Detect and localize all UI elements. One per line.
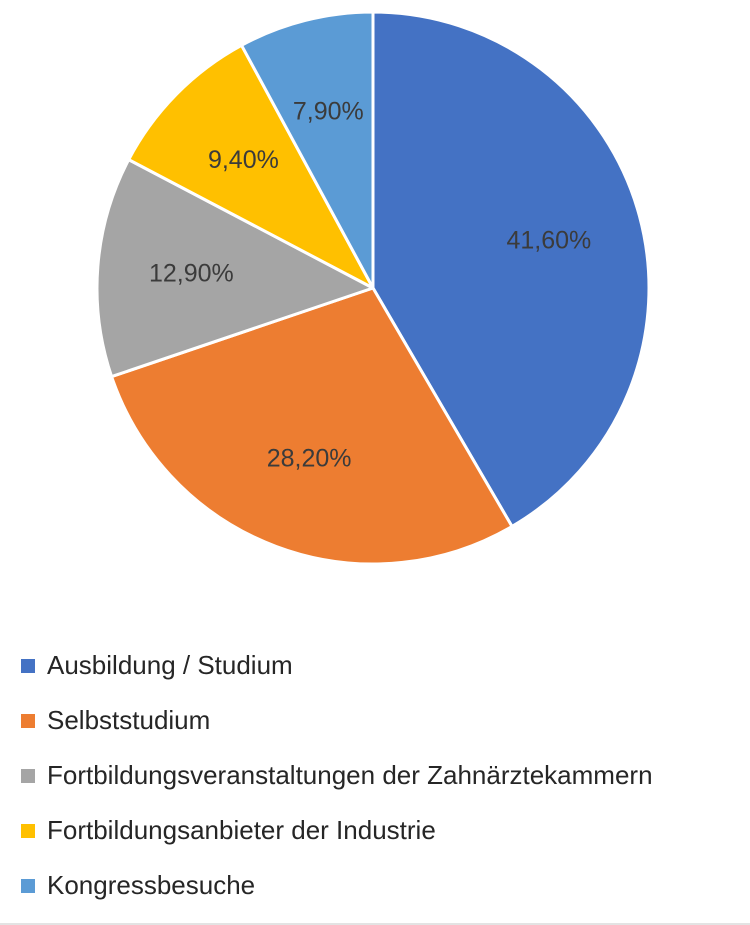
legend-item-ausbildung-studium: Ausbildung / Studium: [21, 638, 653, 693]
data-label-fortbildungsveranstaltungen-der-zahnärztekammern: 12,90%: [149, 260, 234, 288]
legend-label-selbststudium: Selbststudium: [47, 705, 211, 735]
data-labels-layer: 41,60% 28,20% 12,90% 9,40% 7,90%: [149, 97, 591, 472]
legend-label-fortbildungsanbieter-industrie: Fortbildungsanbieter der Industrie: [47, 815, 436, 845]
data-label-selbststudium: 28,20%: [267, 445, 352, 473]
pie-plot-area: 41,60% 28,20% 12,90% 9,40% 7,90%: [95, 10, 651, 566]
data-label-fortbildungsanbieter-der-industrie: 9,40%: [208, 146, 279, 174]
legend-swatch-selbststudium: [21, 713, 35, 728]
pie-slice-ausbildung-studium: [371, 10, 651, 528]
pie-slice-fortbildungsveranstaltungen-der-zahnärztekammern: [95, 158, 375, 379]
slices-layer: [95, 10, 651, 566]
legend-swatch-fortbildungsanbieter-industrie: [21, 823, 35, 838]
pie-slice-fortbildungsanbieter-der-industrie: [127, 43, 375, 290]
data-label-kongressbesuche: 7,90%: [293, 97, 364, 125]
legend-item-fortbildungsanbieter-industrie: Fortbildungsanbieter der Industrie: [21, 803, 653, 858]
legend: Ausbildung / Studium Selbststudium Fortb…: [21, 638, 653, 913]
legend-item-kongressbesuche: Kongressbesuche: [21, 858, 653, 913]
legend-swatch-kongressbesuche: [21, 878, 35, 893]
legend-label-fortbildungsveranstaltungen: Fortbildungsveranstaltungen der Zahnärzt…: [47, 760, 653, 790]
legend-swatch-fortbildungsveranstaltungen: [21, 768, 35, 783]
data-label-ausbildung-studium: 41,60%: [507, 227, 592, 255]
legend-swatch-ausbildung-studium: [21, 658, 35, 673]
bottom-divider: [0, 923, 750, 925]
legend-label-ausbildung-studium: Ausbildung / Studium: [47, 650, 293, 680]
legend-label-kongressbesuche: Kongressbesuche: [47, 870, 256, 900]
legend-item-selbststudium: Selbststudium: [21, 693, 653, 748]
pie-slice-selbststudium: [110, 286, 514, 566]
legend-item-fortbildungsveranstaltungen: Fortbildungsveranstaltungen der Zahnärzt…: [21, 748, 653, 803]
pie-slice-kongressbesuche: [240, 10, 375, 290]
